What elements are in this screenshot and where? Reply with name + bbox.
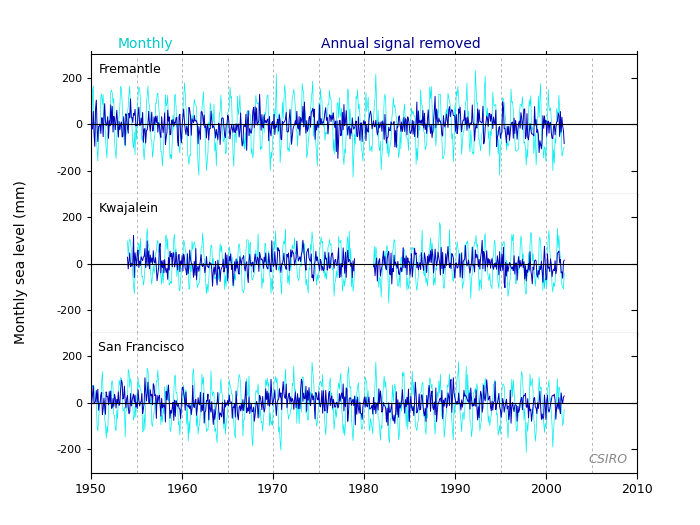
Text: CSIRO: CSIRO bbox=[589, 453, 628, 466]
Text: Monthly sea level (mm): Monthly sea level (mm) bbox=[14, 181, 28, 344]
Text: Monthly: Monthly bbox=[118, 37, 174, 51]
Text: Annual signal removed: Annual signal removed bbox=[321, 37, 480, 51]
Text: Kwajalein: Kwajalein bbox=[98, 202, 158, 215]
Text: San Francisco: San Francisco bbox=[98, 341, 185, 354]
Text: Fremantle: Fremantle bbox=[98, 63, 161, 76]
